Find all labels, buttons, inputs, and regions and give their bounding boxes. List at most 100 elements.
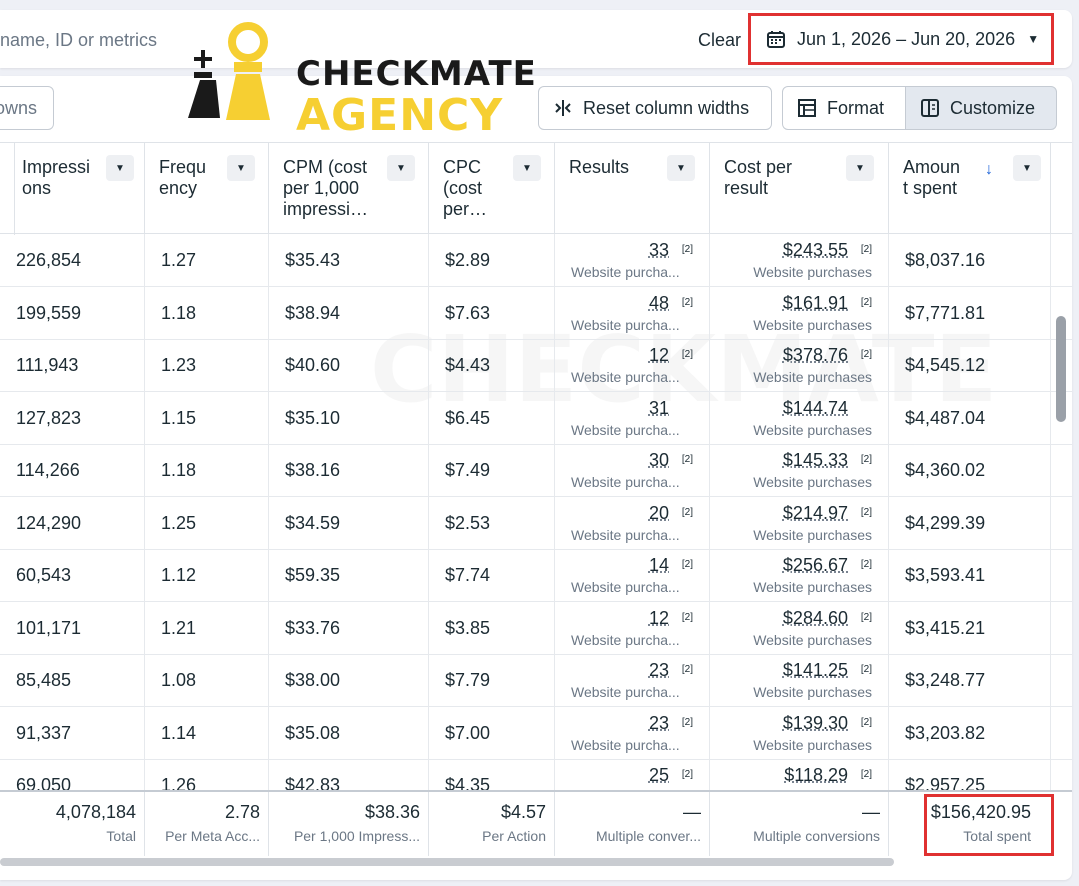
results-link[interactable]: 12	[648, 607, 669, 628]
cost-per-result-link[interactable]: $284.60	[782, 607, 848, 628]
header-label: CPM (cost per 1,000 impressi…	[283, 157, 369, 219]
header-label: Impressi ons	[22, 157, 91, 198]
vertical-scrollbar[interactable]	[1056, 316, 1066, 422]
cell-cost-per-result: $256.67 [2] Website purchases	[710, 549, 889, 602]
results-link[interactable]: 25	[648, 765, 669, 785]
header-label: Results	[569, 157, 630, 177]
total-label: Per Meta Acc...	[165, 828, 260, 844]
cost-per-result-type: Website purchases	[753, 631, 872, 648]
cost-per-result-link[interactable]: $141.25	[782, 660, 848, 680]
chevron-down-icon[interactable]: ▼	[513, 155, 541, 181]
header-frequency[interactable]: Frequ ency ▼	[145, 143, 269, 235]
total-value: $156,420.95	[930, 802, 1031, 822]
cost-per-result-link[interactable]: $145.33	[782, 450, 848, 470]
table-row[interactable]: 85,485 1.08 $38.00 $7.79 23 [2] Website …	[0, 654, 1072, 707]
cell-cpc: $7.49	[429, 444, 555, 497]
cost-per-result-link[interactable]: $243.55	[782, 240, 848, 260]
total-label: Per Action	[482, 828, 546, 844]
cell-impressions: 114,266	[0, 444, 145, 497]
search-input[interactable]: name, ID or metrics	[0, 30, 158, 50]
table-row[interactable]: 226,854 1.27 $35.43 $2.89 33 [2] Website…	[0, 234, 1072, 287]
header-amount-spent[interactable]: Amoun t spent ↓ ▼	[889, 143, 1051, 235]
chevron-down-icon[interactable]: ▼	[667, 155, 695, 181]
clear-button[interactable]: Clear	[698, 30, 742, 50]
footnote: [2]	[681, 769, 693, 780]
header-cpm[interactable]: CPM (cost per 1,000 impressi… ▼	[269, 143, 429, 235]
results-link[interactable]: 31	[648, 397, 669, 418]
cost-per-result-link[interactable]: $214.97	[782, 502, 848, 523]
cost-per-result-link[interactable]: $378.76	[782, 345, 848, 365]
cell-impressions: 60,543	[0, 549, 145, 602]
cell-cost-per-result: $118.29 [2] Website purchases	[710, 759, 889, 792]
chevron-down-icon[interactable]: ▼	[1013, 155, 1041, 181]
table-row[interactable]: 111,943 1.23 $40.60 $4.43 12 [2] Website…	[0, 339, 1072, 392]
chevron-down-icon[interactable]: ▼	[106, 155, 134, 181]
cost-per-result-link[interactable]: $139.30	[782, 712, 848, 733]
cell-frequency: 1.18	[145, 286, 269, 340]
table-row[interactable]: 127,823 1.15 $35.10 $6.45 31 Website pur…	[0, 391, 1072, 445]
customize-button[interactable]: Customize	[905, 86, 1057, 130]
total-label: Total spent	[963, 828, 1031, 844]
header-impressions[interactable]: Impressi ons ▼	[8, 143, 145, 235]
results-link[interactable]: 23	[648, 712, 669, 733]
cell-cpc: $7.63	[429, 286, 555, 340]
cost-per-result-type: Website purchases	[753, 316, 872, 333]
breakdown-button[interactable]: owns	[0, 86, 54, 130]
table-row[interactable]: 69,050 1.26 $42.83 $4.35 25 [2] Website …	[0, 759, 1072, 792]
results-link[interactable]: 48	[648, 292, 669, 313]
results-link[interactable]: 23	[648, 660, 669, 680]
results-link[interactable]: 33	[648, 240, 669, 260]
footnote: [2]	[860, 296, 872, 308]
results-link[interactable]: 14	[648, 555, 669, 575]
header-results[interactable]: Results ▼	[555, 143, 710, 235]
cell-frequency: 1.18	[145, 444, 269, 497]
cost-per-result-type: Website purchases	[753, 684, 872, 700]
cell-cost-per-result: $378.76 [2] Website purchases	[710, 339, 889, 392]
total-results: — Multiple conver...	[555, 792, 710, 856]
total-value: $4.57	[500, 802, 546, 822]
footnote: [2]	[860, 664, 872, 675]
table-row[interactable]: 60,543 1.12 $59.35 $7.74 14 [2] Website …	[0, 549, 1072, 602]
horizontal-scrollbar[interactable]	[0, 858, 894, 866]
sort-descending-icon[interactable]: ↓	[985, 161, 993, 178]
results-link[interactable]: 12	[648, 345, 669, 365]
cost-per-result-type: Website purchases	[753, 526, 872, 543]
cost-per-result-link[interactable]: $256.67	[782, 555, 848, 575]
footnote: [2]	[860, 769, 872, 780]
table-row[interactable]: 91,337 1.14 $35.08 $7.00 23 [2] Website …	[0, 706, 1072, 760]
cell-cpm: $38.00	[269, 654, 429, 707]
table-row[interactable]: 124,290 1.25 $34.59 $2.53 20 [2] Website…	[0, 496, 1072, 550]
cell-frequency: 1.15	[145, 391, 269, 445]
header-cpc[interactable]: CPC (cost per… ▼	[429, 143, 555, 235]
chevron-down-icon[interactable]: ▼	[846, 155, 874, 181]
header-cost-per-result[interactable]: Cost per result ▼	[710, 143, 889, 235]
results-type: Website purcha...	[571, 369, 680, 385]
table-row[interactable]: 114,266 1.18 $38.16 $7.49 30 [2] Website…	[0, 444, 1072, 497]
results-link[interactable]: 20	[648, 502, 669, 523]
cost-per-result-link[interactable]: $118.29	[784, 765, 848, 785]
cell-cpc: $7.74	[429, 549, 555, 602]
cost-per-result-type: Website purchases	[753, 421, 872, 438]
cell-amount-spent: $4,545.12	[889, 339, 1051, 392]
reset-column-widths-button[interactable]: Reset column widths	[538, 86, 772, 130]
cost-per-result-type: Website purchases	[753, 736, 872, 753]
table-row[interactable]: 101,171 1.21 $33.76 $3.85 12 [2] Website…	[0, 601, 1072, 655]
cell-cpm: $34.59	[269, 496, 429, 550]
footnote: [2]	[681, 349, 693, 360]
cost-per-result-link[interactable]: $144.74	[782, 397, 848, 418]
cost-per-result-link[interactable]: $161.91	[782, 292, 848, 313]
results-link[interactable]: 30	[648, 450, 669, 470]
cell-impressions: 111,943	[0, 339, 145, 392]
table-row[interactable]: 199,559 1.18 $38.94 $7.63 48 [2] Website…	[0, 286, 1072, 340]
cell-cpm: $38.94	[269, 286, 429, 340]
cell-amount-spent: $4,360.02	[889, 444, 1051, 497]
results-type: Website purcha...	[571, 421, 680, 438]
cell-frequency: 1.21	[145, 601, 269, 655]
chevron-down-icon[interactable]: ▼	[387, 155, 415, 181]
format-button[interactable]: Format	[782, 86, 906, 130]
date-range-picker[interactable]: Jun 1, 2026 – Jun 20, 2026 ▼	[748, 13, 1054, 65]
chevron-down-icon: ▼	[1027, 32, 1040, 46]
cell-cpm: $42.83	[269, 759, 429, 792]
cell-cpc: $4.43	[429, 339, 555, 392]
chevron-down-icon[interactable]: ▼	[227, 155, 255, 181]
